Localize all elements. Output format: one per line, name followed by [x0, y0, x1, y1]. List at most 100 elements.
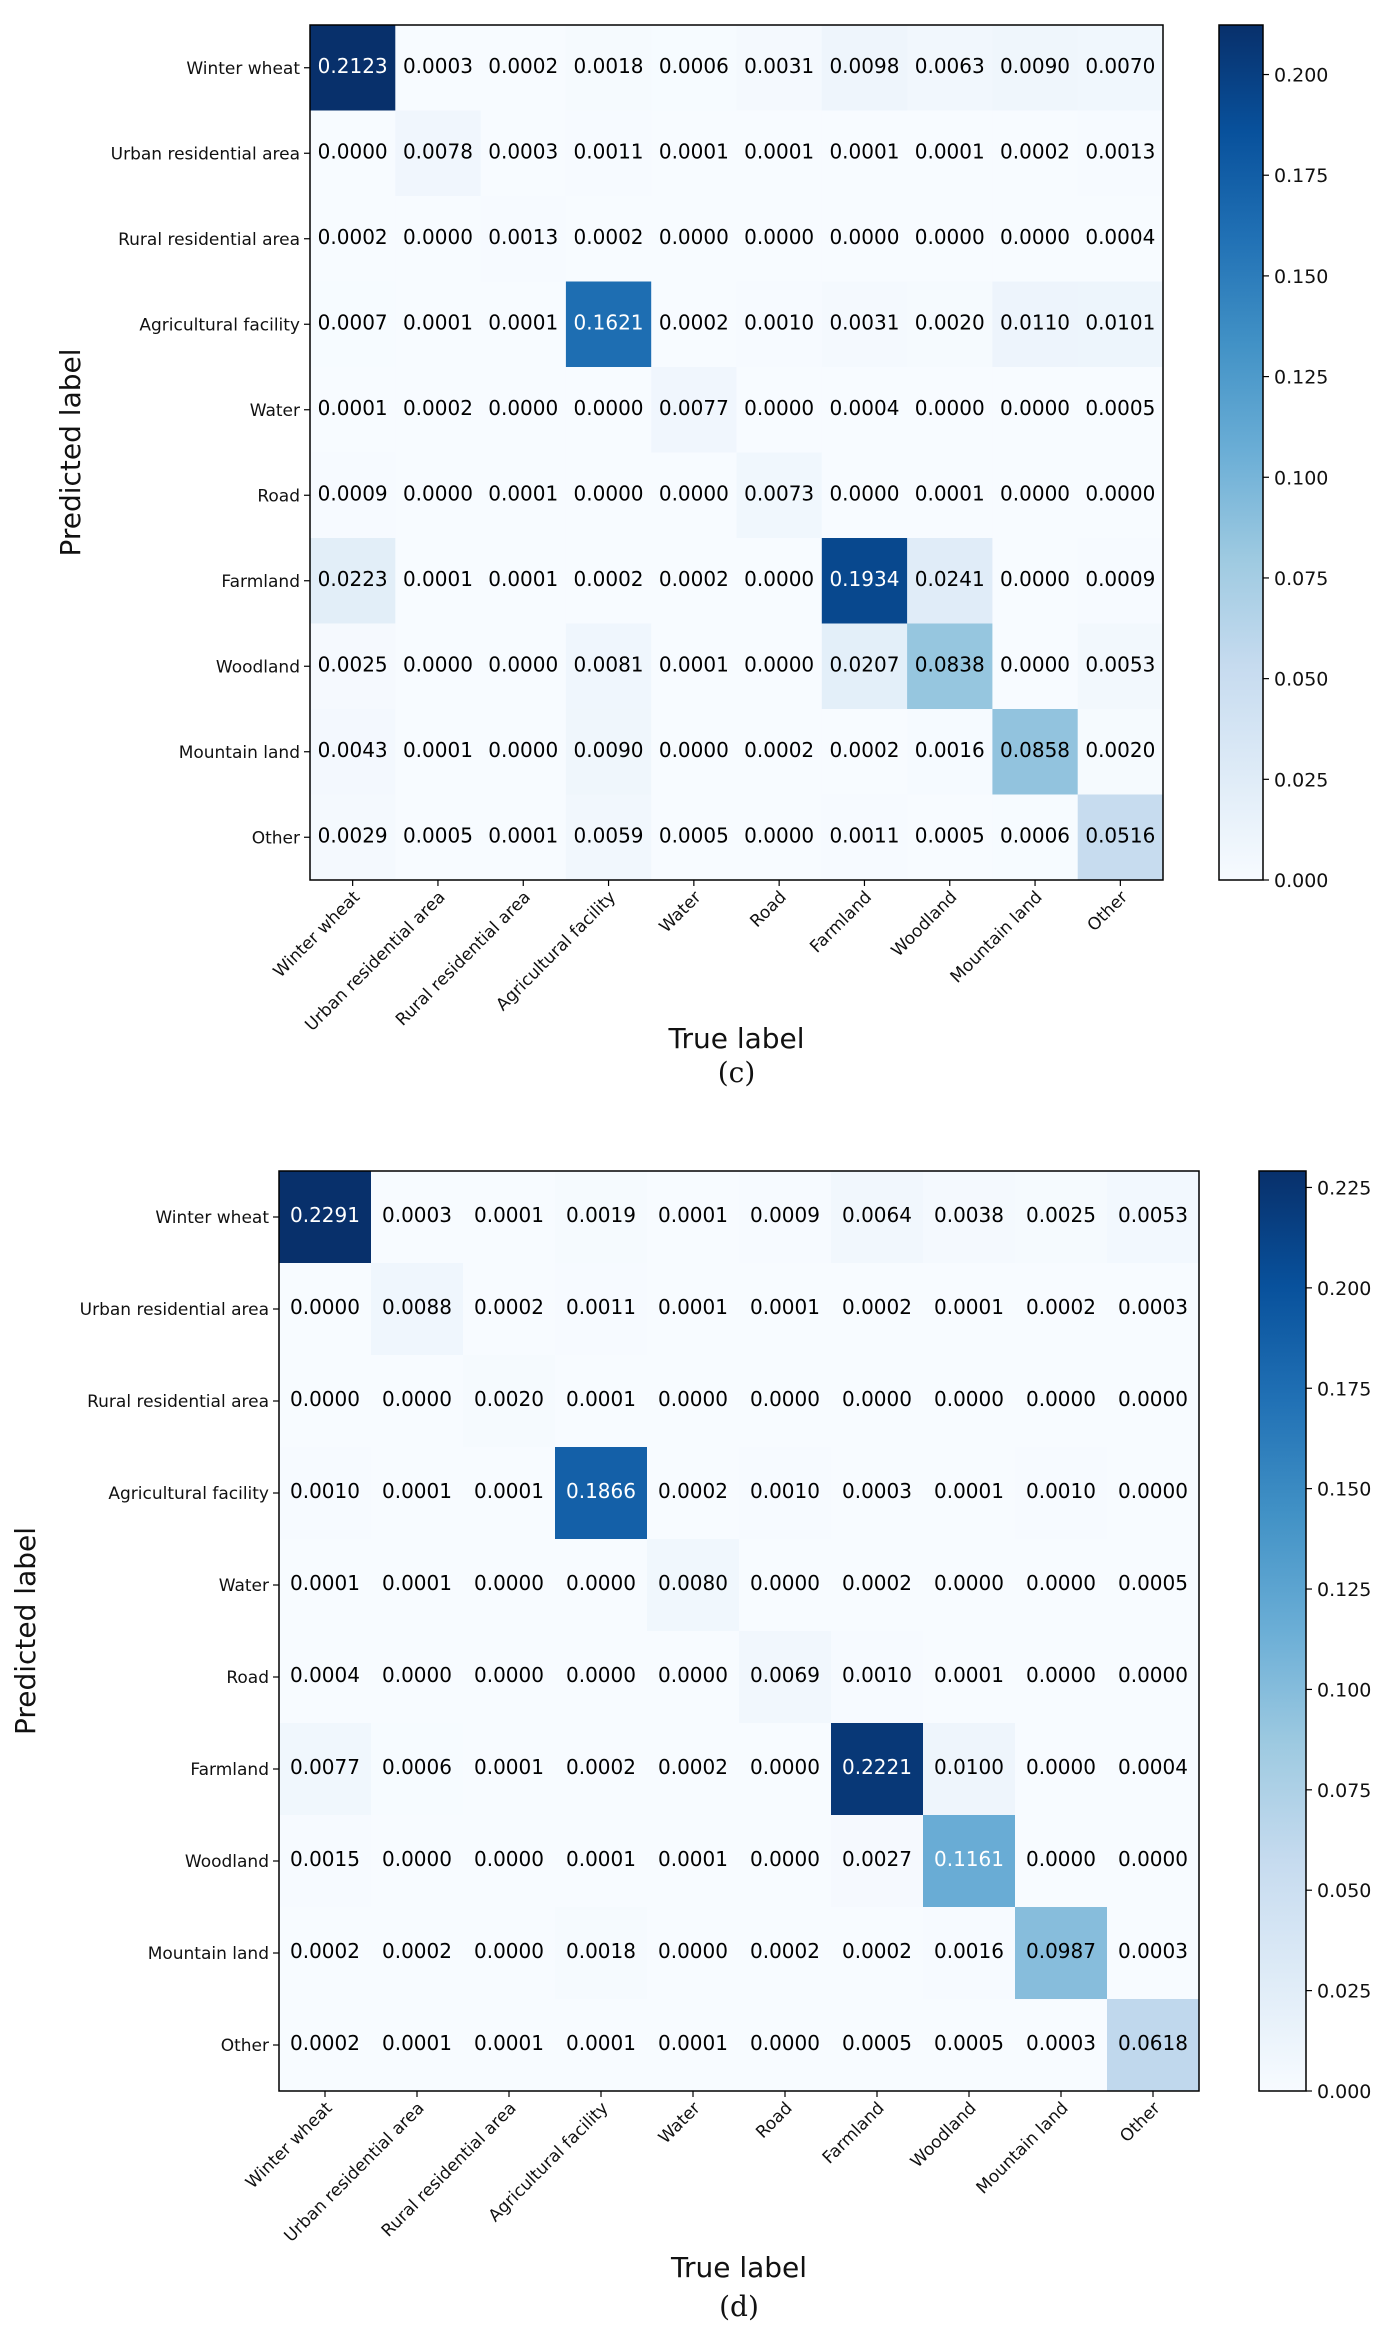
- cell-value: 0.0004: [290, 1663, 360, 1687]
- heatmap-cell: [907, 110, 993, 197]
- cell-value: 0.0002: [574, 567, 644, 591]
- heatmap-cell: [565, 623, 652, 710]
- cell-value: 0.0080: [658, 1571, 728, 1595]
- cell-value: 0.0016: [915, 738, 985, 762]
- heatmap-cell: [371, 1999, 464, 2092]
- heatmap-cell: [1077, 367, 1164, 453]
- heatmap-cell: [651, 281, 737, 368]
- cell-value: 0.0002: [382, 1939, 452, 1963]
- cell-value: 0.0010: [1026, 1479, 1096, 1503]
- cell-value: 0.0025: [1026, 1203, 1096, 1227]
- heatmap-cell: [923, 1815, 1016, 1908]
- heatmap-cell: [907, 794, 993, 881]
- heatmap-cell: [279, 1815, 372, 1908]
- cell-value: 0.0000: [750, 1571, 820, 1595]
- heatmap-cell: [907, 538, 993, 624]
- cell-value: 0.0002: [566, 1755, 636, 1779]
- cell-value: 0.0009: [318, 481, 388, 505]
- heatmap-cell: [736, 452, 823, 539]
- y-tick-label: Agricultural facility: [108, 1484, 269, 1504]
- colorbar-tick-label: 0.025: [1317, 1981, 1371, 2003]
- heatmap-cell: [480, 794, 567, 881]
- heatmap-cell: [821, 623, 908, 710]
- y-tick-label: Rural residential area: [87, 1392, 269, 1412]
- cell-value: 0.0000: [1026, 1663, 1096, 1687]
- heatmap-cell: [831, 1263, 924, 1356]
- cell-value: 0.2123: [318, 54, 388, 78]
- cell-value: 0.0110: [1000, 310, 1070, 334]
- x-tick-label: Woodland: [888, 887, 962, 961]
- y-tick-label: Winter wheat: [155, 1208, 269, 1228]
- cell-value: 0.0000: [1000, 652, 1070, 676]
- heatmap-cell: [1077, 281, 1164, 368]
- cell-value: 0.0005: [915, 823, 985, 847]
- heatmap-cell: [651, 794, 737, 881]
- colorbar-tick-label: 0.025: [1274, 769, 1328, 791]
- cell-value: 0.0100: [934, 1755, 1004, 1779]
- cell-value: 0.2221: [842, 1755, 912, 1779]
- heatmap-cell: [651, 623, 737, 710]
- colorbar-tick-label: 0.150: [1317, 1479, 1371, 1501]
- cell-value: 0.0000: [488, 396, 558, 420]
- heatmap-cell: [555, 1263, 648, 1356]
- heatmap-cell: [736, 281, 823, 368]
- heatmap-cell: [1077, 452, 1164, 539]
- heatmap-cell: [371, 1263, 464, 1356]
- cell-value: 0.0001: [488, 823, 558, 847]
- heatmap-cell: [555, 1723, 648, 1816]
- cell-value: 0.0018: [574, 54, 644, 78]
- y-tick-label: Farmland: [221, 572, 300, 592]
- cell-value: 0.0000: [1026, 1571, 1096, 1595]
- heatmap-cell: [1015, 1355, 1108, 1448]
- y-tick-label: Urban residential area: [111, 144, 300, 164]
- cell-value: 0.0001: [566, 1387, 636, 1411]
- heatmap-cell: [463, 1447, 556, 1540]
- heatmap-cell: [923, 1171, 1016, 1264]
- cell-value: 0.0007: [318, 310, 388, 334]
- heatmap-cell: [831, 1631, 924, 1724]
- heatmap-cell: [907, 623, 993, 710]
- heatmap-cell: [1015, 1999, 1108, 2092]
- cell-value: 0.0002: [842, 1939, 912, 1963]
- cell-value: 0.0073: [744, 481, 814, 505]
- heatmap-cell: [736, 196, 823, 282]
- x-tick-label: Mountain land: [973, 2098, 1073, 2198]
- cell-value: 0.0000: [574, 481, 644, 505]
- cell-value: 0.0000: [290, 1295, 360, 1319]
- cell-value: 0.0001: [658, 1203, 728, 1227]
- heatmap-cell: [565, 709, 652, 795]
- cell-value: 0.0003: [842, 1479, 912, 1503]
- heatmap-cell: [647, 1631, 740, 1724]
- heatmap-cell: [480, 25, 567, 111]
- heatmap-cell: [463, 1263, 556, 1356]
- heatmap-cell: [739, 1723, 832, 1816]
- heatmap-cell: [831, 1815, 924, 1908]
- cell-value: 0.0002: [658, 1755, 728, 1779]
- cell-value: 0.0000: [474, 1571, 544, 1595]
- cell-value: 0.0005: [1085, 396, 1155, 420]
- heatmap-cell: [395, 25, 482, 111]
- cell-value: 0.0002: [403, 396, 473, 420]
- y-tick-label: Mountain land: [179, 743, 300, 763]
- y-tick-label: Mountain land: [148, 1944, 269, 1964]
- cell-value: 0.0000: [1026, 1847, 1096, 1871]
- heatmap-cell: [992, 538, 1079, 624]
- x-tick-label: Other: [1116, 2098, 1164, 2146]
- heatmap-cell: [736, 623, 823, 710]
- cell-value: 0.0000: [658, 1387, 728, 1411]
- cell-value: 0.0098: [829, 54, 899, 78]
- heatmap-cell: [992, 25, 1079, 111]
- heatmap-cell: [1077, 196, 1164, 282]
- cell-value: 0.1621: [574, 310, 644, 334]
- cell-value: 0.0020: [915, 310, 985, 334]
- cell-value: 0.0002: [842, 1295, 912, 1319]
- heatmap-cell: [1077, 709, 1164, 795]
- cell-value: 0.0001: [318, 396, 388, 420]
- heatmap-cell: [1077, 623, 1164, 710]
- y-tick-label: Road: [257, 486, 300, 506]
- cell-value: 0.0000: [744, 225, 814, 249]
- heatmap-cell: [831, 1723, 924, 1816]
- heatmap-cell: [371, 1447, 464, 1540]
- heatmap-cell: [555, 1447, 648, 1540]
- heatmap-cell: [480, 110, 567, 197]
